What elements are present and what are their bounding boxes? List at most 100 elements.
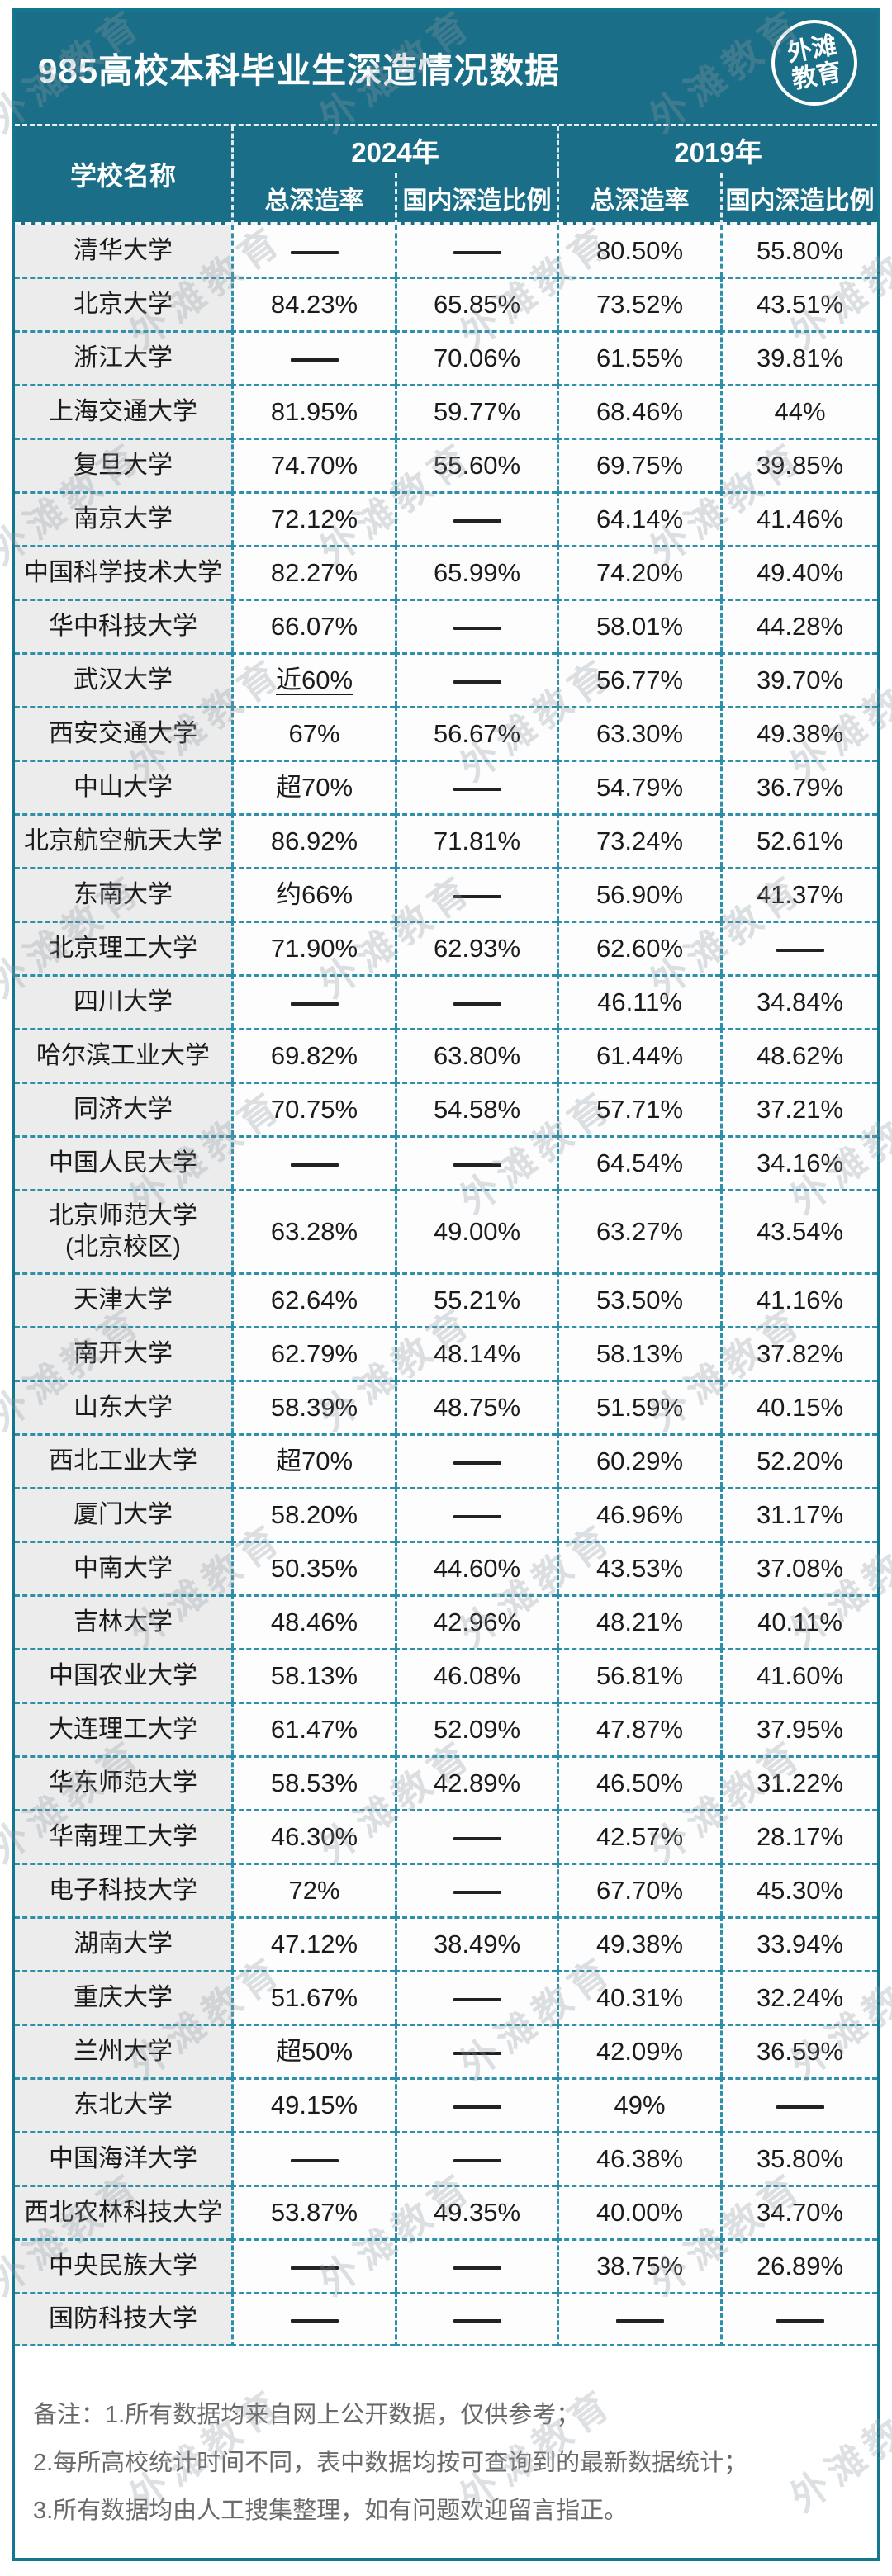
value-cell-2019-domestic: 40.11%: [720, 1594, 877, 1648]
value-text: 47.12%: [270, 1930, 358, 1958]
value-cell-2024-total: 58.39%: [231, 1380, 395, 1433]
value-cell-2024-domestic: 59.77%: [395, 384, 558, 438]
value-cell-2019-domestic: 36.79%: [720, 760, 877, 813]
value-cell-2024-domestic: 56.67%: [395, 706, 558, 760]
value-text: 33.94%: [756, 1930, 844, 1958]
school-name-cell: 浙江大学: [15, 330, 231, 384]
table-row: 同济大学 70.75% 54.58% 57.71% 37.21%: [15, 1082, 877, 1135]
school-name-cell: 华中科技大学: [15, 599, 231, 652]
value-text: 65.99%: [433, 558, 521, 587]
table-row: 西安交通大学 67% 56.67% 63.30% 49.38%: [15, 706, 877, 760]
value-cell-2019-domestic: 36.59%: [720, 2024, 877, 2077]
value-cell-2019-total: 56.77%: [557, 652, 721, 706]
value-text: 近60%: [275, 665, 353, 694]
value-cell-2024-domestic: [395, 1970, 558, 2024]
value-text: 73.24%: [595, 826, 684, 855]
value-cell-2024-total: 62.64%: [231, 1272, 395, 1326]
value-cell-2024-total: 82.27%: [231, 545, 395, 599]
value-cell-2019-total: 46.38%: [557, 2131, 721, 2185]
table-row: 西北工业大学 超70% 60.29% 52.20%: [15, 1433, 877, 1487]
value-text: 41.37%: [756, 880, 844, 909]
notes-label: 备注：: [33, 2402, 106, 2428]
empty-marker: [290, 250, 339, 254]
value-text: 64.14%: [595, 504, 684, 533]
value-text: 53.87%: [270, 2198, 358, 2227]
table-row: 北京理工大学 71.90% 62.93% 62.60%: [15, 921, 877, 974]
value-cell-2019-total: 67.70%: [557, 1863, 721, 1916]
school-name-cell: 大连理工大学: [15, 1702, 231, 1755]
value-cell-2024-total: 86.92%: [231, 813, 395, 867]
school-name-cell: 北京大学: [15, 277, 231, 330]
value-cell-2024-total: [231, 2131, 395, 2185]
value-cell-2019-total: 58.13%: [557, 1326, 721, 1380]
value-cell-2019-total: 57.71%: [557, 1082, 721, 1135]
empty-marker: [453, 2158, 501, 2162]
value-text: 63.30%: [595, 719, 684, 748]
value-cell-2024-domestic: 38.49%: [395, 1916, 558, 1970]
value-text: 46.96%: [595, 1500, 684, 1529]
school-name-cell: 武汉大学: [15, 652, 231, 706]
header-2024-domestic-ratio: 国内深造比例: [395, 173, 558, 225]
value-text: 48.62%: [756, 1041, 844, 1070]
value-cell-2024-domestic: [395, 2238, 558, 2292]
value-cell-2024-total: 47.12%: [231, 1916, 395, 1970]
note-line-1: 备注：1.所有数据均来自网上公开数据，仅供参考；: [33, 2391, 861, 2439]
notes-section: 备注：1.所有数据均来自网上公开数据，仅供参考； 2.每所高校统计时间不同，表中…: [15, 2346, 877, 2535]
value-cell-2019-domestic: 48.62%: [720, 1028, 877, 1082]
value-cell-2024-domestic: [395, 760, 558, 813]
value-cell-2019-domestic: 34.84%: [720, 974, 877, 1028]
table-row: 中山大学 超70% 54.79% 36.79%: [15, 760, 877, 813]
value-cell-2024-domestic: 65.99%: [395, 545, 558, 599]
value-text: 46.38%: [595, 2144, 684, 2173]
value-cell-2024-domestic: 49.00%: [395, 1189, 558, 1272]
value-cell-2024-total: [231, 974, 395, 1028]
table-row: 兰州大学 超50% 42.09% 36.59%: [15, 2024, 877, 2077]
table-row: 厦门大学 58.20% 46.96% 31.17%: [15, 1487, 877, 1541]
value-cell-2019-domestic: 49.38%: [720, 706, 877, 760]
school-name-cell: 南京大学: [15, 491, 231, 545]
value-text: 34.70%: [756, 2198, 844, 2227]
value-cell-2024-total: 48.46%: [231, 1594, 395, 1648]
value-cell-2024-total: [231, 225, 395, 277]
value-text: 58.13%: [595, 1339, 684, 1368]
value-text: 62.60%: [595, 934, 684, 963]
value-cell-2024-total: [231, 2238, 395, 2292]
school-name-cell: 同济大学: [15, 1082, 231, 1135]
value-text: 31.22%: [756, 1769, 844, 1797]
sub-header-row: 总深造率 国内深造比例 总深造率 国内深造比例: [15, 173, 877, 225]
value-text: 84.23%: [270, 290, 358, 319]
school-name-cell: 天津大学: [15, 1272, 231, 1326]
school-name-cell: 华东师范大学: [15, 1755, 231, 1809]
school-name-cell: 国防科技大学: [15, 2292, 231, 2346]
empty-marker: [453, 680, 501, 684]
value-text: 55.21%: [433, 1286, 521, 1314]
value-text: 52.09%: [433, 1715, 521, 1744]
value-cell-2024-total: 69.82%: [231, 1028, 395, 1082]
value-text: 70.06%: [433, 343, 521, 372]
value-cell-2019-total: 54.79%: [557, 760, 721, 813]
value-cell-2019-domestic: 40.15%: [720, 1380, 877, 1433]
note-text-1: 1.所有数据均来自网上公开数据，仅供参考；: [105, 2402, 581, 2428]
value-cell-2024-domestic: [395, 2077, 558, 2131]
school-name-cell: 中山大学: [15, 760, 231, 813]
value-cell-2019-domestic: 39.81%: [720, 330, 877, 384]
school-name-cell: 西安交通大学: [15, 706, 231, 760]
value-text: 58.01%: [595, 612, 684, 641]
empty-marker: [776, 2318, 824, 2323]
value-text: 71.90%: [270, 934, 358, 963]
empty-marker: [453, 2318, 501, 2323]
value-cell-2019-total: 56.90%: [557, 867, 721, 921]
value-text: 26.89%: [756, 2252, 844, 2280]
value-text: 62.79%: [270, 1339, 358, 1368]
value-cell-2024-total: 63.28%: [231, 1189, 395, 1272]
empty-marker: [290, 2318, 339, 2323]
value-cell-2019-total: 73.52%: [557, 277, 721, 330]
table-row: 中南大学 50.35% 44.60% 43.53% 37.08%: [15, 1541, 877, 1594]
value-text: 约66%: [275, 880, 353, 909]
value-cell-2024-domestic: 71.81%: [395, 813, 558, 867]
value-text: 46.08%: [433, 1661, 521, 1690]
school-name-header: 学校名称: [15, 126, 231, 225]
value-cell-2019-domestic: 37.95%: [720, 1702, 877, 1755]
value-cell-2019-total: 63.27%: [557, 1189, 721, 1272]
note-line-3: 3.所有数据均由人工搜集整理，如有问题欢迎留言指正。: [33, 2498, 629, 2524]
